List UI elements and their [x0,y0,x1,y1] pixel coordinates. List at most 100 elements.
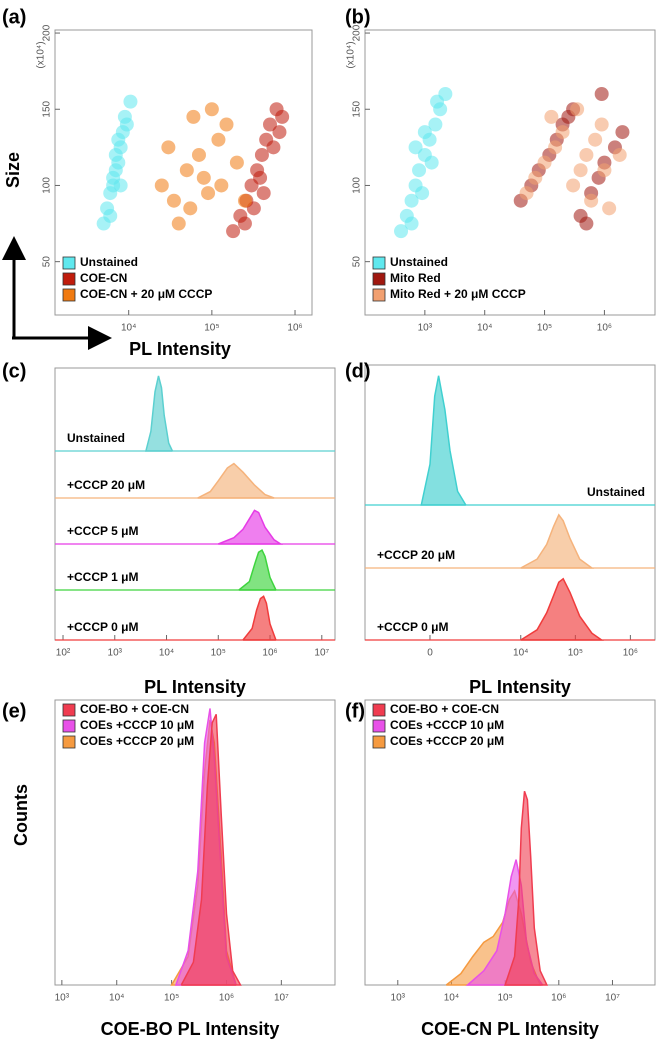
legend-swatch [62,719,76,733]
y-tick-label: 100 [42,177,53,194]
legend-swatch [372,288,386,302]
point [594,87,609,102]
x-tick-label: 0 [427,648,433,659]
point [537,155,552,170]
y-tick-label: 100 [352,177,363,194]
point [428,117,443,132]
y-tick-label: 200 [42,24,53,41]
legend-label: COE-CN + 20 μM CCCP [80,287,212,301]
x-tick-label: 10⁴ [109,993,124,1004]
point [262,117,277,132]
legend-swatch [62,272,76,286]
x-tick-label: 10⁷ [605,993,620,1004]
point [417,125,432,140]
x-tick-label: 10⁵ [204,323,219,334]
x-tick-label: 10⁷ [274,993,289,1004]
panel-label: (f) [345,700,365,722]
histogram-curve [238,549,277,591]
x-tick-label: 10⁴ [159,648,174,659]
legend-swatch [62,735,76,749]
point [394,224,409,239]
x-tick-label: 10⁴ [444,993,459,1004]
series-label: Unstained [67,431,125,445]
point [219,117,234,132]
x-tick-label: 10⁵ [497,993,512,1004]
point [415,186,430,201]
point [272,125,287,140]
x-axis-label: COE-CN PL Intensity [421,1019,599,1039]
point [214,178,229,193]
point [166,193,181,208]
point [237,216,252,231]
y-multiplier: (x10⁴) [346,41,357,68]
x-tick-label: 10⁶ [219,993,234,1004]
legend-swatch [372,703,386,717]
histogram-curve [180,713,242,986]
point [528,170,543,185]
x-axis-label: PL Intensity [144,677,246,697]
x-tick-label: 10⁶ [262,648,277,659]
panel-label: (b) [345,6,371,28]
legend-label: COEs +CCCP 20 μM [80,734,194,748]
point [229,155,244,170]
legend-swatch [372,272,386,286]
x-tick-label: 10⁵ [537,323,552,334]
x-tick-label: 10³ [55,993,70,1004]
legend-swatch [372,256,386,270]
point [201,186,216,201]
point [408,140,423,155]
point [196,170,211,185]
point [266,140,281,155]
x-tick-label: 10⁵ [164,993,179,1004]
x-tick-label: 10⁶ [597,323,612,334]
point [204,102,219,117]
x-tick-label: 10³ [418,323,433,334]
y-multiplier: (x10⁴) [36,41,47,68]
histogram-curve [520,513,595,569]
point [579,216,594,231]
legend-label: COE-BO + COE-CN [80,702,189,716]
x-tick-label: 10⁶ [551,993,566,1004]
histogram-curve [197,462,275,499]
point [253,170,268,185]
histogram-curve [144,375,174,452]
legend-label: COE-CN [80,271,127,285]
series-label: +CCCP 20 μM [67,478,145,492]
y-tick-label: 200 [352,24,363,41]
panel-label: (d) [345,360,371,382]
x-tick-label: 10⁶ [287,323,302,334]
plot-frame [54,29,313,316]
x-tick-label: 10⁴ [121,323,136,334]
panel-label: (c) [2,360,26,382]
plot-frame [364,364,656,641]
point [424,155,439,170]
legend-label: COEs +CCCP 10 μM [80,718,194,732]
point [186,109,201,124]
legend-label: COEs +CCCP 20 μM [390,734,504,748]
x-axis-label: PL Intensity [129,339,231,359]
y-tick-label: 50 [42,256,53,268]
y-axis-label: Size [3,152,23,188]
panel-label: (a) [2,6,26,28]
point [404,193,419,208]
point [275,109,290,124]
point [404,216,419,231]
y-tick-label: 150 [42,100,53,117]
legend-swatch [62,288,76,302]
histogram-curve [218,509,284,545]
histogram-curve [420,375,467,506]
x-tick-label: 10⁵ [568,648,583,659]
series-label: Unstained [587,485,645,499]
point [179,163,194,178]
series-label: +CCCP 0 μM [377,620,448,634]
point [602,201,617,216]
point [612,147,627,162]
x-tick-label: 10³ [108,648,123,659]
point [211,132,226,147]
x-tick-label: 10⁴ [513,648,528,659]
point [519,186,534,201]
point [584,193,599,208]
point [108,147,123,162]
point [548,140,563,155]
